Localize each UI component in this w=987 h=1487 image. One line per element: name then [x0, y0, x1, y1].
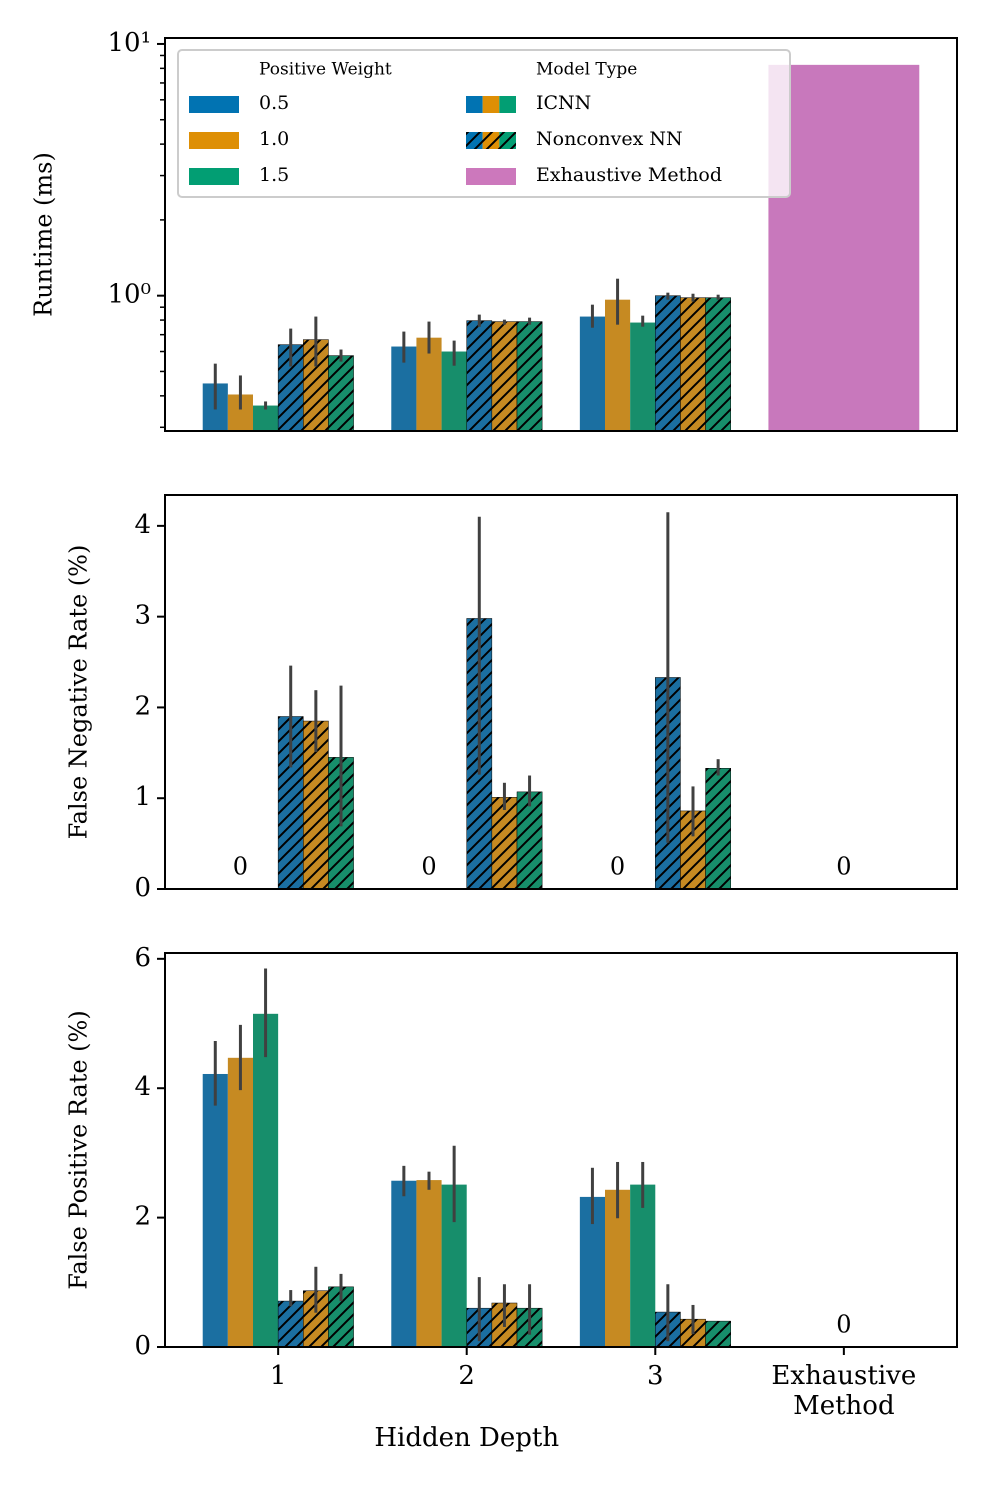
- bar: [630, 1184, 656, 1347]
- legend-label: 1.0: [259, 128, 289, 150]
- y-axis-label: False Negative Rate (%): [65, 545, 93, 840]
- y-tick-label: 2: [134, 1202, 151, 1232]
- legend-swatch: [189, 168, 239, 185]
- y-axis-label: False Positive Rate (%): [65, 1010, 93, 1289]
- bar-hatch: [516, 321, 543, 432]
- bar: [391, 1180, 417, 1347]
- legend-hatch: [466, 132, 516, 149]
- bar-hatch: [491, 321, 518, 432]
- bar-hatch: [328, 355, 354, 432]
- value-label: 0: [836, 1311, 851, 1339]
- legend-label: 1.5: [259, 164, 289, 186]
- bar: [253, 1013, 279, 1347]
- y-tick-label: 10⁰: [107, 280, 151, 310]
- legend-swatch: [482, 96, 500, 113]
- y-tick-label: 3: [134, 601, 151, 631]
- legend-swatch: [466, 168, 516, 185]
- legend-swatch: [189, 132, 239, 149]
- legend: Positive Weight 0.5 1.0 1.5 Model Type ICNN No…: [177, 49, 791, 198]
- y-tick-label: 4: [134, 1072, 151, 1102]
- legend-label: Nonconvex NN: [536, 128, 683, 150]
- bar: [202, 1073, 228, 1347]
- legend-title: Model Type: [536, 60, 637, 80]
- legend-swatch: [466, 96, 483, 113]
- value-label: 0: [610, 853, 625, 881]
- legend-label: ICNN: [536, 92, 591, 114]
- bar: [768, 64, 920, 431]
- bar-hatch: [655, 295, 681, 432]
- x-tick-label: Exhaustive Method: [771, 1361, 917, 1421]
- legend-label: Exhaustive Method: [536, 164, 722, 186]
- y-tick-label: 0: [134, 873, 151, 903]
- axes-frame: [164, 37, 958, 432]
- axes-frame: [164, 952, 958, 1348]
- bar-hatch: [680, 297, 706, 432]
- bar-hatch: [705, 1320, 731, 1348]
- panel: False Positive Rate (%) 0 2 4 6 0 Hidden Depth: [65, 943, 958, 1453]
- y-axis-label: Runtime (ms): [30, 152, 58, 317]
- bar: [630, 322, 656, 431]
- value-label: 0: [836, 853, 851, 881]
- legend-swatch: [189, 96, 239, 113]
- bar-hatch: [277, 1300, 304, 1348]
- bar-hatch: [516, 791, 543, 890]
- axes-frame: [164, 494, 958, 890]
- bar-hatch: [466, 320, 493, 432]
- bar: [579, 316, 605, 431]
- bar-hatch: [491, 797, 518, 890]
- bar: [253, 405, 279, 431]
- bar-hatch: [705, 768, 731, 890]
- x-tick-label: 3: [647, 1361, 664, 1391]
- y-tick-label: 2: [134, 691, 151, 721]
- panel: Runtime (ms) 10⁰ 10¹ Positive Weight 0.5 1.0 1…: [30, 28, 958, 432]
- legend-label: 0.5: [259, 92, 289, 114]
- y-tick-label: 10¹: [107, 28, 151, 58]
- bar: [227, 1057, 253, 1347]
- value-label: 0: [233, 853, 248, 881]
- legend-box: [177, 49, 791, 198]
- x-tick-label: 1: [269, 1361, 287, 1391]
- panel: False Negative Rate (%) 0 1 2 3 4 0 0 0 0: [65, 494, 958, 903]
- legend-title: Positive Weight: [259, 60, 392, 80]
- x-axis-label: Hidden Depth: [374, 1423, 559, 1453]
- bar-hatch: [705, 297, 731, 432]
- bar: [416, 1180, 442, 1347]
- y-tick-label: 1: [134, 782, 151, 812]
- y-tick-label: 4: [134, 510, 151, 540]
- x-tick-label: 2: [458, 1361, 475, 1391]
- value-label: 0: [421, 853, 436, 881]
- y-tick-label: 0: [134, 1331, 151, 1361]
- y-tick-label: 6: [134, 943, 151, 973]
- legend-swatch: [499, 96, 516, 113]
